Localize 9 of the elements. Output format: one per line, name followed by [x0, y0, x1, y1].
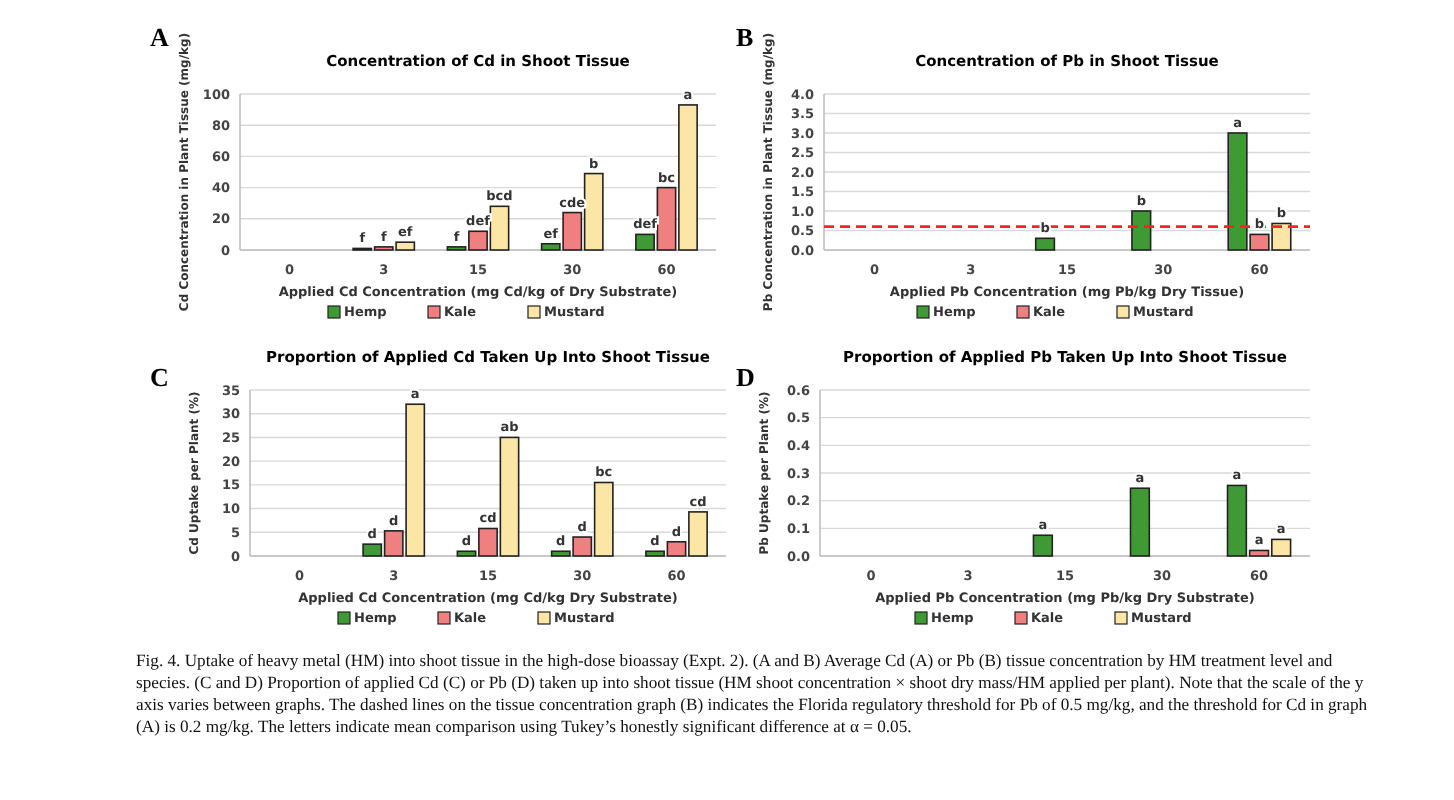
caption: Fig. 4. Uptake of heavy metal (HM) into shoot tissue in the high-dose bioassay (Expt. 2). (A and B) Average Cd (A) or Pb (B) tissue concentration by HM treatment level and species. (C and D) Proportion of applied Cd (C) or Pb (D) taken up into shoot tissue (HM shoot concentration × shoot dry mass/HM applied per plant). Note that the scale of the y axis varies between graphs. The dashed lines on the tissue concentration graph (B) indicates the Florida regulatory threshold for Pb of 0.5 mg/kg, and the threshold for Cd in graph (A) is 0.2 mg/kg. The letters indicate mean comparison using Tukey’s honestly significant difference at α = 0.05.	[136, 650, 1369, 736]
text: B	[736, 22, 754, 52]
bar	[1131, 210, 1152, 251]
bar	[1034, 237, 1056, 251]
bar	[1129, 487, 1151, 557]
text: A	[150, 22, 170, 52]
text: C	[150, 362, 169, 392]
bar	[1032, 534, 1054, 557]
text: D	[736, 362, 755, 392]
